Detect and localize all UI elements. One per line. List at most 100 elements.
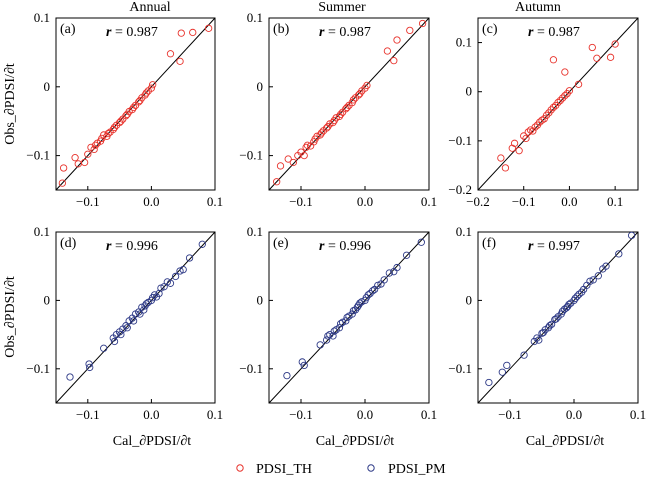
data-point-c-5 bbox=[520, 132, 528, 140]
data-point-b-38 bbox=[393, 36, 401, 44]
one-to-one-line-e bbox=[268, 231, 430, 404]
data-point-c-6 bbox=[522, 134, 530, 143]
data-point-c-4 bbox=[515, 147, 523, 155]
data-point-e-2 bbox=[300, 361, 308, 370]
data-point-e-36 bbox=[417, 238, 425, 246]
data-point-c-32 bbox=[611, 40, 619, 48]
data-point-b-6 bbox=[300, 151, 308, 160]
data-point-c-17 bbox=[547, 106, 555, 114]
data-point-c-20 bbox=[554, 98, 562, 107]
x-tick-label-e-0: 0.0 bbox=[357, 407, 373, 422]
data-point-f-32 bbox=[594, 272, 602, 280]
panel-e: −0.1 0.0 0.1 0.1 0 −0.1 (e) r = 0.996 bbox=[239, 224, 437, 422]
data-point-a-35 bbox=[149, 81, 157, 89]
data-point-c-29 bbox=[588, 43, 596, 52]
column-title-annual: Annual bbox=[129, 0, 170, 15]
data-point-f-24 bbox=[571, 294, 579, 302]
data-point-c-7 bbox=[524, 128, 532, 136]
x-tick-label-c-0-1: 0.1 bbox=[607, 194, 623, 209]
data-point-f-0 bbox=[485, 378, 493, 387]
data-point-f-25 bbox=[573, 292, 581, 300]
panel-d: −0.1 0.0 0.1 0.1 0 −0.1 (d) r = 0.996 bbox=[26, 224, 223, 422]
data-point-b-40 bbox=[418, 19, 427, 28]
data-point-e-34 bbox=[393, 263, 401, 272]
y-tick-label-c--0-1: −0.1 bbox=[448, 133, 472, 148]
data-point-e-14 bbox=[343, 313, 351, 322]
data-point-b-21 bbox=[332, 114, 340, 122]
data-point-e-25 bbox=[364, 291, 372, 299]
panel-a: −0.1 0.0 0.1 0.1 0 −0.1 (a) r = 0.987 bbox=[26, 10, 223, 209]
data-point-a-12 bbox=[100, 131, 108, 139]
data-point-c-2 bbox=[508, 144, 516, 152]
y-tick-label-d-0: 0 bbox=[44, 292, 51, 307]
data-point-e-4 bbox=[322, 336, 331, 344]
data-point-c-31 bbox=[606, 53, 615, 61]
data-point-c-27 bbox=[561, 68, 569, 76]
data-point-a-17 bbox=[110, 123, 119, 132]
y-tick-label-b--0-1: −0.1 bbox=[239, 148, 263, 163]
data-point-c-0 bbox=[497, 154, 505, 162]
data-point-b-26 bbox=[343, 103, 351, 112]
data-point-c-9 bbox=[529, 127, 537, 135]
data-point-f-5 bbox=[533, 334, 541, 342]
data-point-f-34 bbox=[602, 262, 610, 270]
y-tick-label-c-0-1: 0.1 bbox=[456, 35, 472, 50]
legend-marker-pdsi-pm bbox=[367, 464, 375, 472]
data-point-a-14 bbox=[104, 129, 112, 138]
data-point-d-21 bbox=[142, 300, 150, 308]
x-tick-label-c--0-1: −0.1 bbox=[512, 194, 536, 209]
data-point-a-40 bbox=[204, 24, 213, 32]
data-point-a-11 bbox=[98, 134, 106, 143]
data-point-b-29 bbox=[349, 96, 358, 104]
data-point-a-34 bbox=[147, 84, 156, 92]
legend-label-pdsi-th: PDSI_TH bbox=[256, 462, 312, 477]
x-axis-label-annual: Cal_∂PDSI/∂t bbox=[113, 434, 192, 449]
panels: −0.1 0.0 0.1 0.1 0 −0.1 (a) r = 0.987 −0.1 0.0 0.1… bbox=[26, 10, 646, 422]
panel-label-a: (a) bbox=[60, 22, 76, 37]
data-point-e-1 bbox=[298, 358, 306, 366]
data-point-c-13 bbox=[538, 116, 546, 124]
y-axis-label-bottom: Obs_∂PDSI/∂t bbox=[3, 276, 18, 358]
panel-frame-d bbox=[55, 231, 216, 404]
y-tick-label-b-0-1: 0.1 bbox=[247, 10, 263, 25]
data-point-a-36 bbox=[166, 50, 175, 58]
data-point-e-35 bbox=[402, 251, 411, 259]
data-point-c-10 bbox=[531, 123, 539, 131]
data-point-d-0 bbox=[66, 373, 74, 381]
data-point-c-30 bbox=[593, 54, 601, 62]
data-point-b-36 bbox=[383, 47, 392, 55]
panel-label-e: (e) bbox=[273, 236, 289, 251]
data-point-b-39 bbox=[406, 26, 414, 35]
panel-frame-a bbox=[55, 17, 216, 191]
y-tick-label-f-0-1: 0.1 bbox=[456, 224, 472, 239]
data-point-f-1 bbox=[498, 368, 506, 376]
data-point-d-28 bbox=[157, 284, 165, 292]
data-point-d-1 bbox=[85, 360, 93, 368]
panel-frame-c bbox=[477, 17, 639, 191]
y-tick-label-f-0: 0 bbox=[466, 292, 473, 307]
data-point-b-3 bbox=[289, 158, 297, 167]
data-point-e-0 bbox=[283, 371, 291, 380]
data-point-c-15 bbox=[542, 111, 551, 119]
legend-marker-pdsi-th bbox=[236, 464, 244, 472]
data-point-b-23 bbox=[337, 110, 345, 118]
data-point-d-32 bbox=[171, 272, 180, 281]
data-point-e-6 bbox=[326, 330, 334, 339]
x-tick-label-b-0-1: 0.1 bbox=[421, 194, 437, 209]
data-point-f-21 bbox=[565, 300, 573, 309]
data-point-a-4 bbox=[80, 158, 89, 167]
x-tick-label-e-0-1: 0.1 bbox=[421, 407, 437, 422]
data-point-b-2 bbox=[284, 155, 292, 163]
data-point-e-31 bbox=[380, 276, 388, 284]
data-point-f-35 bbox=[615, 250, 623, 258]
data-point-f-2 bbox=[503, 361, 511, 370]
data-point-c-12 bbox=[536, 118, 544, 126]
data-point-a-7 bbox=[90, 145, 98, 154]
y-tick-label-a--0-1: −0.1 bbox=[26, 148, 50, 163]
data-point-e-5 bbox=[324, 332, 332, 340]
column-title-autumn: Autumn bbox=[515, 0, 561, 15]
data-point-f-11 bbox=[546, 322, 554, 330]
data-point-d-17 bbox=[136, 310, 144, 318]
data-point-d-25 bbox=[150, 291, 159, 299]
x-tick-label-c-0: 0.0 bbox=[561, 194, 577, 209]
